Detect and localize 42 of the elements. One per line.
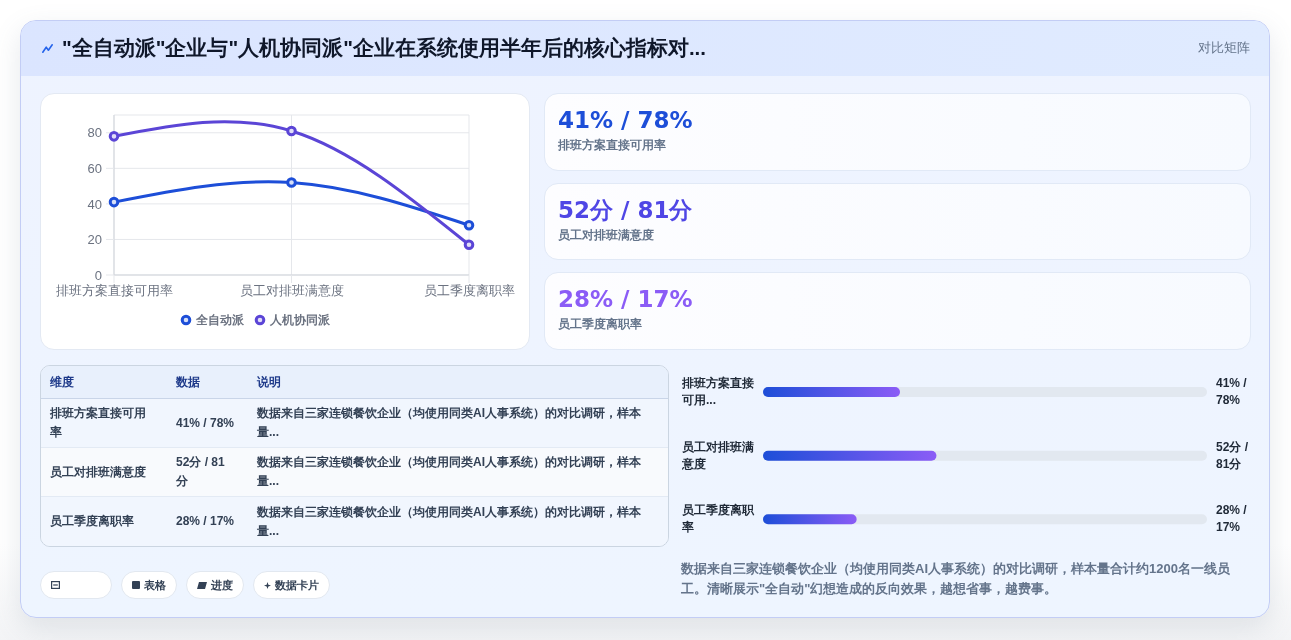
y-tick-label: 0 — [94, 267, 102, 283]
point — [463, 239, 475, 251]
x-tick-label: 排班方案直接可用率 — [55, 283, 173, 299]
legend-label: 人机协同派 — [270, 311, 330, 329]
y-tick-label: 80 — [87, 125, 102, 141]
text: 41% / 78% — [1216, 376, 1247, 407]
y-tick-label: 员工对排班满意度 — [682, 439, 754, 471]
text: 数据来自三家连锁餐饮企业（均使用同类AI人事系统）的对比调研，样本量... — [257, 406, 641, 439]
text: 排班方案直接可用率 — [50, 406, 146, 439]
text: 28% / 17% — [558, 286, 693, 313]
text: 28% / 17% — [176, 514, 235, 528]
text: 数据来自三家连锁餐饮企业（均使用同类AI人事系统）的对比调研，样本量... — [257, 455, 641, 488]
x-tick-label: 员工季度离职率 — [423, 283, 515, 299]
y-tick-label: 员工季度离职率 — [682, 503, 754, 535]
point — [286, 125, 297, 137]
text: "全自动派"企业与"人机协同派"企业在系统使用半年后的核心指标对... — [62, 35, 706, 61]
text: 员工季度离职率 — [558, 317, 642, 332]
legend-label: 全自动派 — [196, 311, 244, 329]
text: 排班方案直接可用率 — [558, 138, 666, 152]
y-tick-label: 60 — [87, 160, 102, 176]
point — [286, 177, 297, 188]
text: 数据来自三家连锁餐饮企业（均使用同类AI人事系统）的对比调研，样本量合计约1200名一线员工。清晰展示"全自动"幻想造成的反向效果，越想省事，越费事。 — [681, 561, 1230, 596]
text: 表格 — [144, 577, 166, 593]
text: 说明 — [257, 374, 281, 389]
y-tick-label: 20 — [87, 232, 102, 248]
y-tick-label: 40 — [87, 196, 102, 212]
x-tick-label: 员工对排班满意度 — [239, 283, 344, 299]
text: 52分 / 81分 — [1216, 439, 1249, 471]
text: 数据卡片 — [275, 577, 319, 593]
text: 员工对排班满意度 — [558, 227, 654, 242]
text: 41% / 78% — [176, 415, 235, 430]
y-tick-label: 排班方案直接可用... — [682, 375, 754, 407]
text: 维度 — [50, 374, 74, 389]
text: 数据来自三家连锁餐饮企业（均使用同类AI人事系统）的对比调研，样本量... — [257, 504, 641, 538]
point — [463, 219, 475, 231]
text: 数据 — [176, 374, 200, 389]
text: 52分 / 81分 — [558, 196, 693, 223]
text: 对比矩阵 — [1198, 39, 1250, 57]
text: 41% / 78% — [558, 107, 693, 133]
text: 52分 / 81分 — [176, 455, 225, 488]
text: 进度 — [211, 577, 233, 593]
text: 28% / 17% — [1216, 503, 1247, 535]
